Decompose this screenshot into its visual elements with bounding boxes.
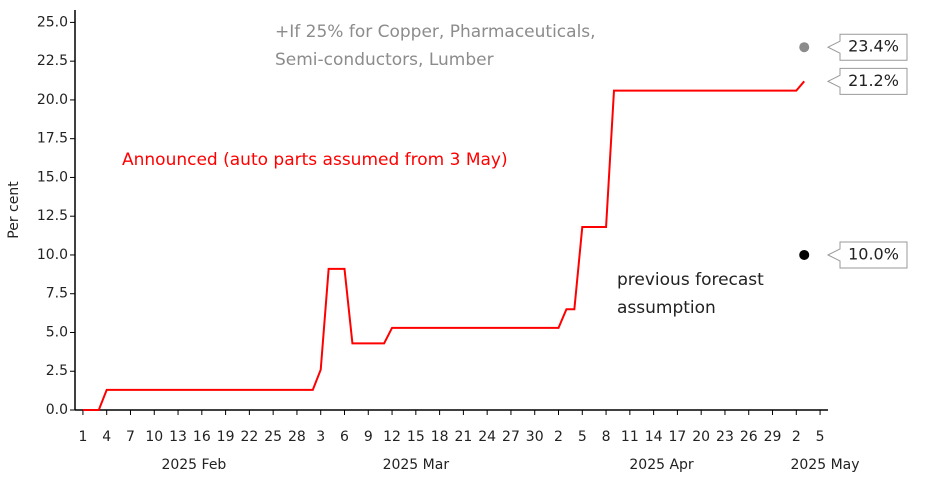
y-tick-label: 25.0: [37, 14, 68, 30]
y-tick-label: 2.5: [46, 363, 68, 379]
x-month-label: 2025 May: [790, 457, 859, 473]
x-tick-label: 3: [316, 429, 325, 445]
y-tick-label: 15.0: [37, 169, 68, 185]
x-tick-label: 13: [169, 429, 187, 445]
value-label: 10.0%: [848, 244, 899, 263]
x-tick-label: 5: [578, 429, 587, 445]
x-tick-label: 5: [816, 429, 825, 445]
y-tick-label: 7.5: [46, 286, 68, 302]
x-tick-label: 24: [478, 429, 496, 445]
legend-label: +If 25% for Copper, Pharmaceuticals, Sem…: [275, 22, 596, 70]
y-axis-label: Per cent: [6, 181, 22, 239]
y-tick-label: 22.5: [37, 53, 68, 69]
x-tick-label: 28: [288, 429, 306, 445]
x-month-label: 2025 Apr: [629, 457, 694, 473]
x-tick-label: 29: [764, 429, 782, 445]
x-tick-label: 2: [554, 429, 563, 445]
x-tick-label: 1: [78, 429, 87, 445]
series-dot: [799, 249, 810, 260]
x-tick-label: 9: [364, 429, 373, 445]
y-tick-label: 0.0: [46, 402, 68, 418]
x-tick-label: 21: [454, 429, 472, 445]
y-tick-label: 10.0: [37, 247, 68, 263]
x-tick-label: 4: [102, 429, 111, 445]
legend-label: Announced (auto parts assumed from 3 May…: [122, 150, 508, 170]
x-month-label: 2025 Mar: [383, 457, 450, 473]
x-tick-label: 22: [240, 429, 258, 445]
x-tick-label: 16: [193, 429, 211, 445]
callout-box: [826, 67, 908, 95]
x-tick-label: 17: [668, 429, 686, 445]
x-tick-label: 19: [217, 429, 235, 445]
y-tick-label: 17.5: [37, 131, 68, 147]
x-tick-label: 10: [145, 429, 163, 445]
callout-box: [826, 33, 908, 61]
x-tick-label: 30: [526, 429, 544, 445]
x-tick-label: 18: [431, 429, 449, 445]
x-tick-label: 20: [692, 429, 710, 445]
x-tick-label: 14: [645, 429, 663, 445]
x-tick-label: 6: [340, 429, 349, 445]
x-tick-label: 8: [602, 429, 611, 445]
y-tick-label: 5.0: [46, 324, 68, 340]
x-tick-label: 27: [502, 429, 520, 445]
series-dot: [799, 42, 810, 53]
y-tick-label: 12.5: [37, 208, 68, 224]
x-tick-label: 11: [621, 429, 639, 445]
x-tick-label: 12: [383, 429, 401, 445]
callout-box: [826, 241, 908, 269]
x-tick-label: 7: [126, 429, 135, 445]
legend-label: previous forecast assumption: [617, 270, 764, 318]
y-tick-label: 20.0: [37, 92, 68, 108]
value-label: 21.2%: [848, 71, 899, 90]
x-tick-label: 25: [264, 429, 282, 445]
x-tick-label: 26: [740, 429, 758, 445]
x-tick-label: 23: [716, 429, 734, 445]
x-month-label: 2025 Feb: [161, 457, 226, 473]
x-tick-label: 15: [407, 429, 425, 445]
series-line: [82, 80, 805, 411]
x-tick-label: 2: [792, 429, 801, 445]
value-label: 23.4%: [848, 37, 899, 56]
